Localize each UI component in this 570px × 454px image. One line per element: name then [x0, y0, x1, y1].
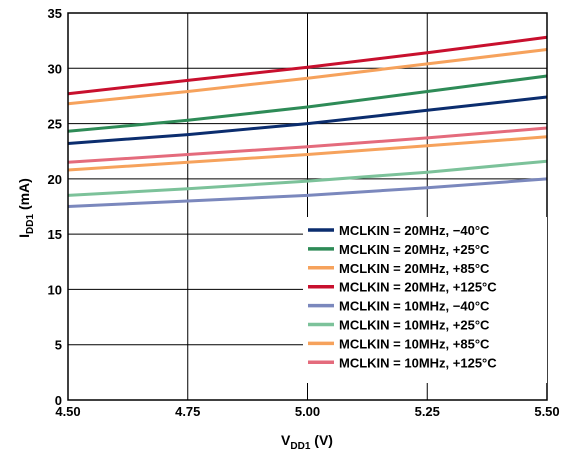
x-tick-labels: 4.50 4.75 5.00 5.25 5.50: [55, 404, 559, 419]
legend-background: [303, 217, 547, 383]
series-line-3: [67, 48, 548, 106]
y-tick-label: 10: [48, 282, 62, 297]
series-line-8: [67, 126, 548, 164]
y-tick-label: 0: [55, 393, 62, 408]
legend-label: MCLKIN = 20MHz, −40°C: [339, 223, 490, 238]
x-axis-title-main: V: [281, 432, 291, 448]
x-tick-label: 5.50: [534, 404, 559, 419]
x-axis-title-unit: (V): [310, 432, 333, 448]
y-axis-title-unit: (mA): [16, 178, 32, 214]
legend-label: MCLKIN = 20MHz, +25°C: [339, 242, 490, 257]
y-tick-label: 20: [48, 172, 62, 187]
y-tick-label: 25: [48, 117, 62, 132]
legend: MCLKIN = 20MHz, −40°C MCLKIN = 20MHz, +25…: [303, 217, 547, 383]
series-lines: [67, 35, 548, 208]
legend-label: MCLKIN = 10MHz, +125°C: [339, 355, 497, 370]
series-line-6: [67, 159, 548, 197]
x-tick-label: 5.00: [295, 404, 320, 419]
legend-label: MCLKIN = 10MHz, −40°C: [339, 299, 490, 314]
y-tick-labels: 0 5 10 15 20 25 30 35: [48, 6, 62, 408]
y-tick-label: 30: [48, 61, 62, 76]
series-line-2: [67, 74, 548, 133]
y-tick-label: 5: [55, 338, 62, 353]
legend-label: MCLKIN = 20MHz, +85°C: [339, 261, 490, 276]
legend-label: MCLKIN = 10MHz, +85°C: [339, 336, 490, 351]
y-axis-title-main: I: [16, 234, 32, 238]
legend-label: MCLKIN = 10MHz, +25°C: [339, 318, 490, 333]
x-tick-label: 4.75: [175, 404, 200, 419]
y-axis-title-sub: DD1: [25, 214, 36, 234]
y-tick-label: 35: [48, 6, 62, 21]
x-axis-title-sub: DD1: [290, 441, 310, 452]
series-line-5: [67, 177, 548, 208]
series-line-7: [67, 135, 548, 172]
x-axis-title: VDD1 (V): [281, 432, 333, 452]
series-line-4: [67, 35, 548, 96]
x-tick-label: 5.25: [415, 404, 440, 419]
series-line-1: [67, 95, 548, 145]
legend-label: MCLKIN = 20MHz, +125°C: [339, 280, 497, 295]
y-tick-label: 15: [48, 227, 62, 242]
plot-frame: [67, 12, 548, 401]
x-tick-label: 4.50: [55, 404, 80, 419]
y-axis-title: IDD1 (mA): [16, 178, 36, 238]
